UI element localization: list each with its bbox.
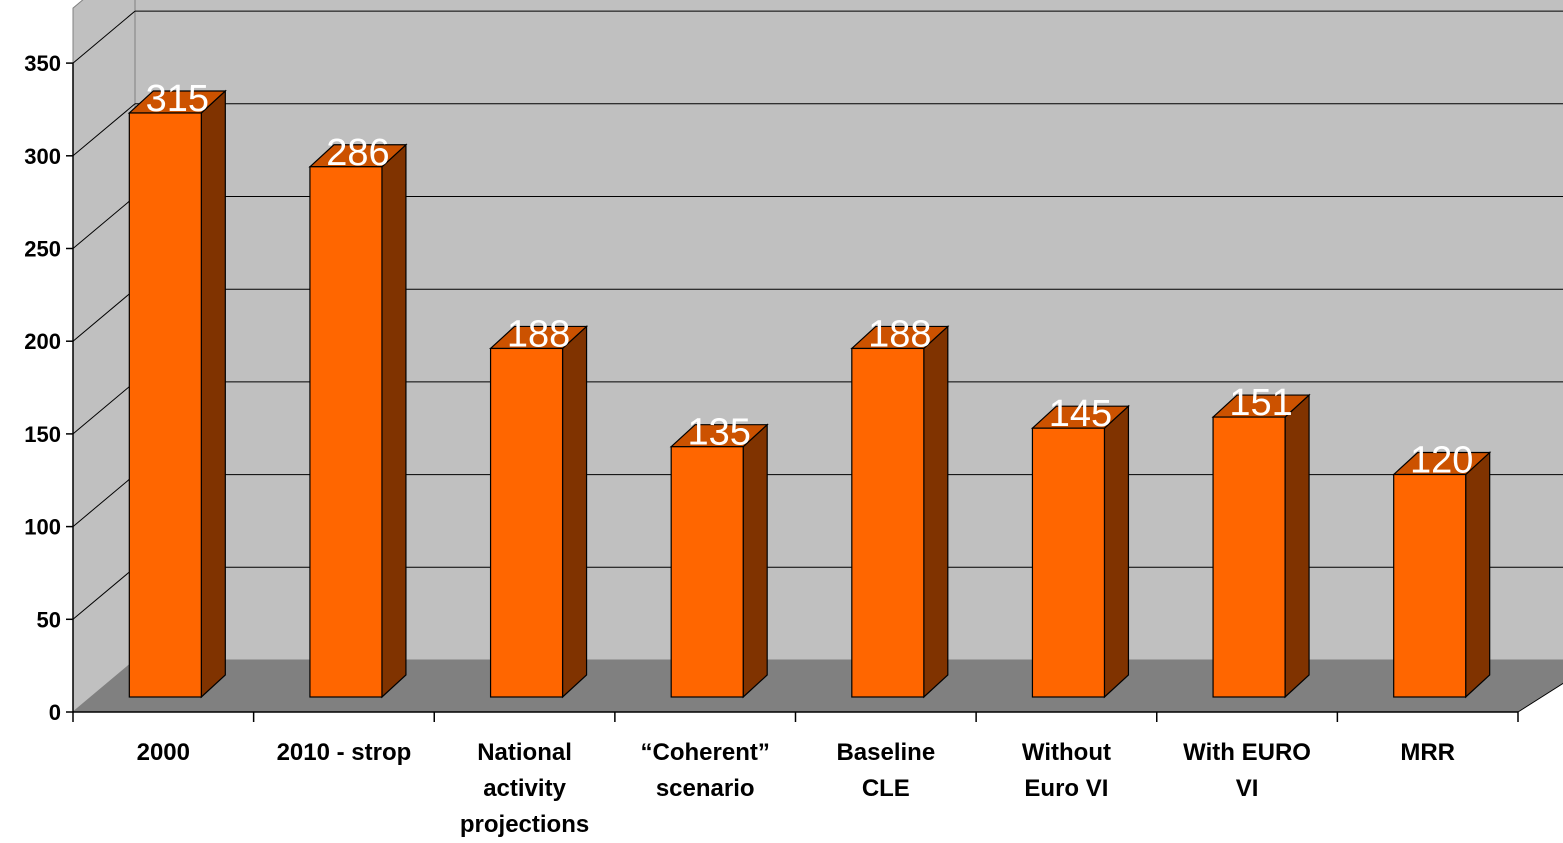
y-tick-label: 50 [37, 607, 61, 632]
bar-group [669, 423, 769, 699]
gridline-side-250 [72, 196, 136, 249]
floor-right-edge [1517, 682, 1563, 713]
bar [489, 347, 564, 698]
data-label: 188 [507, 313, 570, 355]
bar-group [127, 89, 227, 699]
x-tick-label: projections [460, 811, 589, 838]
x-tick-label: Euro VI [1024, 775, 1108, 802]
bar [1393, 473, 1467, 698]
bars [127, 89, 1492, 699]
bar [1031, 427, 1106, 698]
bar [309, 166, 383, 698]
bar-group [308, 143, 408, 699]
bar [851, 347, 925, 698]
data-label: 315 [146, 78, 209, 120]
chart-walls [72, 0, 1563, 714]
gridline-side-100 [72, 474, 136, 527]
bar [1212, 416, 1286, 698]
gridline-side-350 [72, 10, 136, 64]
x-tick-label: Without [1022, 739, 1111, 766]
y-tick-label: 250 [24, 237, 61, 262]
x-tick-label: With EURO [1183, 739, 1311, 766]
bar-group [1030, 404, 1130, 699]
bar-group [1211, 393, 1311, 699]
gridline-side-150 [72, 381, 136, 435]
y-tick-label: 0 [49, 700, 61, 725]
y-tick-label: 100 [24, 515, 61, 540]
bar-side [1103, 404, 1130, 699]
x-tick-label: National [477, 739, 572, 766]
x-tick-label: 2000 [137, 739, 190, 766]
labels: 315 2000 286 2010 - strop 188 National activit… [137, 78, 1474, 838]
gridline-side-200 [72, 288, 136, 342]
x-tick-label: scenario [656, 775, 755, 802]
bar [670, 446, 744, 698]
y-tick-label: 300 [24, 144, 61, 169]
x-tick-label: CLE [862, 775, 910, 802]
data-label: 145 [1049, 393, 1112, 435]
gridline-side-300 [72, 103, 136, 157]
bar-side [923, 325, 949, 699]
bar-side [742, 423, 768, 699]
bar-group [850, 325, 950, 699]
bar-side [1465, 451, 1491, 699]
x-tick-label: 2010 - strop [277, 739, 412, 766]
x-tick-label: activity [483, 775, 566, 802]
x-tick-label: MRR [1400, 739, 1455, 766]
data-label: 188 [868, 313, 931, 355]
axes: 0 50 100 150 200 250 300 350 [24, 51, 1563, 725]
bar-group [489, 325, 589, 699]
y-tick-label: 200 [24, 329, 61, 354]
data-label: 286 [326, 132, 389, 174]
data-label: 120 [1410, 440, 1473, 482]
y-tick-label: 150 [24, 422, 61, 447]
side-wall [72, 0, 136, 714]
x-tick-label: VI [1236, 775, 1259, 802]
bar-side [381, 143, 407, 699]
y-tick-label: 350 [24, 51, 61, 76]
data-label: 151 [1229, 382, 1292, 424]
x-tick-label: Baseline [836, 739, 935, 766]
bar-side [1284, 393, 1310, 699]
bar-group [1392, 451, 1492, 699]
bar [128, 112, 202, 698]
gridline-side-50 [72, 566, 136, 620]
bar-side [561, 325, 588, 699]
data-label: 135 [687, 412, 750, 454]
floor [73, 660, 1563, 712]
bar-side [200, 89, 226, 699]
x-tick-label: “Coherent” [641, 739, 770, 766]
